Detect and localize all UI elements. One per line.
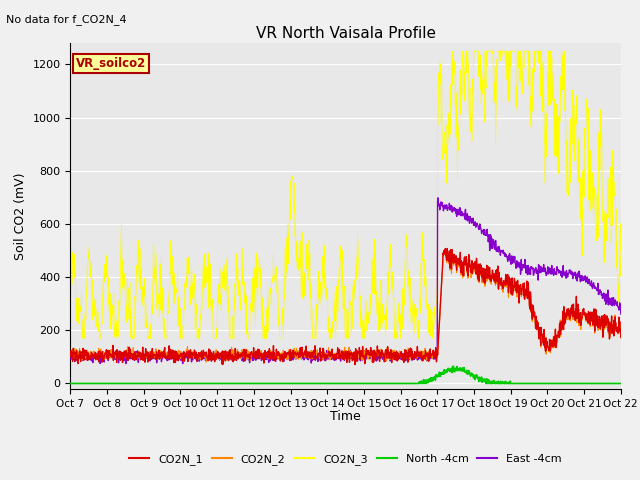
Y-axis label: Soil CO2 (mV): Soil CO2 (mV) bbox=[14, 172, 27, 260]
Text: No data for f_CO2N_4: No data for f_CO2N_4 bbox=[6, 14, 127, 25]
X-axis label: Time: Time bbox=[330, 410, 361, 423]
Title: VR North Vaisala Profile: VR North Vaisala Profile bbox=[255, 25, 436, 41]
Legend: CO2N_1, CO2N_2, CO2N_3, North -4cm, East -4cm: CO2N_1, CO2N_2, CO2N_3, North -4cm, East… bbox=[125, 450, 566, 469]
Text: VR_soilco2: VR_soilco2 bbox=[76, 57, 146, 70]
